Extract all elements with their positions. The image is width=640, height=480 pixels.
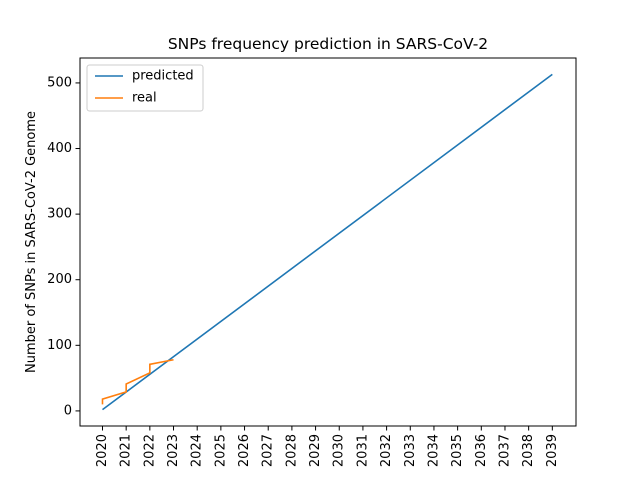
y-tick-label: 0 [64,403,72,418]
x-tick-label: 2021 [119,434,134,467]
y-axis-label: Number of SNPs in SARS-CoV-2 Genome [24,111,39,373]
x-tick-label: 2020 [95,434,110,467]
x-tick-label: 2026 [237,434,252,467]
x-tick-label: 2033 [403,434,418,467]
legend-label-real: real [132,91,157,106]
x-axis: 2020 2021 2022 2023 2024 2025 2026 2027 2028 2029… [95,426,560,467]
plot-area: 2020 2021 2022 2023 2024 2025 2026 2027 2028 2029… [47,57,577,467]
x-tick-label: 2036 [474,434,489,467]
x-tick-label: 2037 [497,434,512,467]
x-tick-label: 2032 [379,434,394,467]
chart-title: SNPs frequency prediction in SARS-CoV-2 [168,35,488,53]
x-tick-label: 2023 [166,434,181,467]
x-tick-label: 2035 [450,434,465,467]
legend-label-predicted: predicted [132,69,194,84]
x-tick-label: 2022 [142,434,157,467]
y-tick-label: 300 [47,207,72,222]
x-tick-label: 2025 [213,434,228,467]
y-tick-label: 200 [47,272,72,287]
plot-frame [79,57,577,427]
series-line-real [101,358,174,405]
series-line-predicted [102,73,553,411]
x-tick-label: 2027 [261,434,276,467]
x-tick-label: 2038 [521,434,536,467]
y-tick-label: 400 [47,141,72,156]
legend: predicted real [86,64,204,112]
y-tick-label: 100 [47,338,72,353]
x-tick-label: 2024 [190,434,205,467]
x-tick-label: 2039 [545,434,560,467]
y-axis: 0 100 200 300 400 500 [47,75,80,418]
x-tick-label: 2034 [426,434,441,467]
x-tick-label: 2028 [284,434,299,467]
x-tick-label: 2031 [355,434,370,467]
series-layer [101,73,553,411]
x-tick-label: 2030 [332,434,347,467]
y-tick-label: 500 [47,75,72,90]
x-tick-label: 2029 [308,434,323,467]
